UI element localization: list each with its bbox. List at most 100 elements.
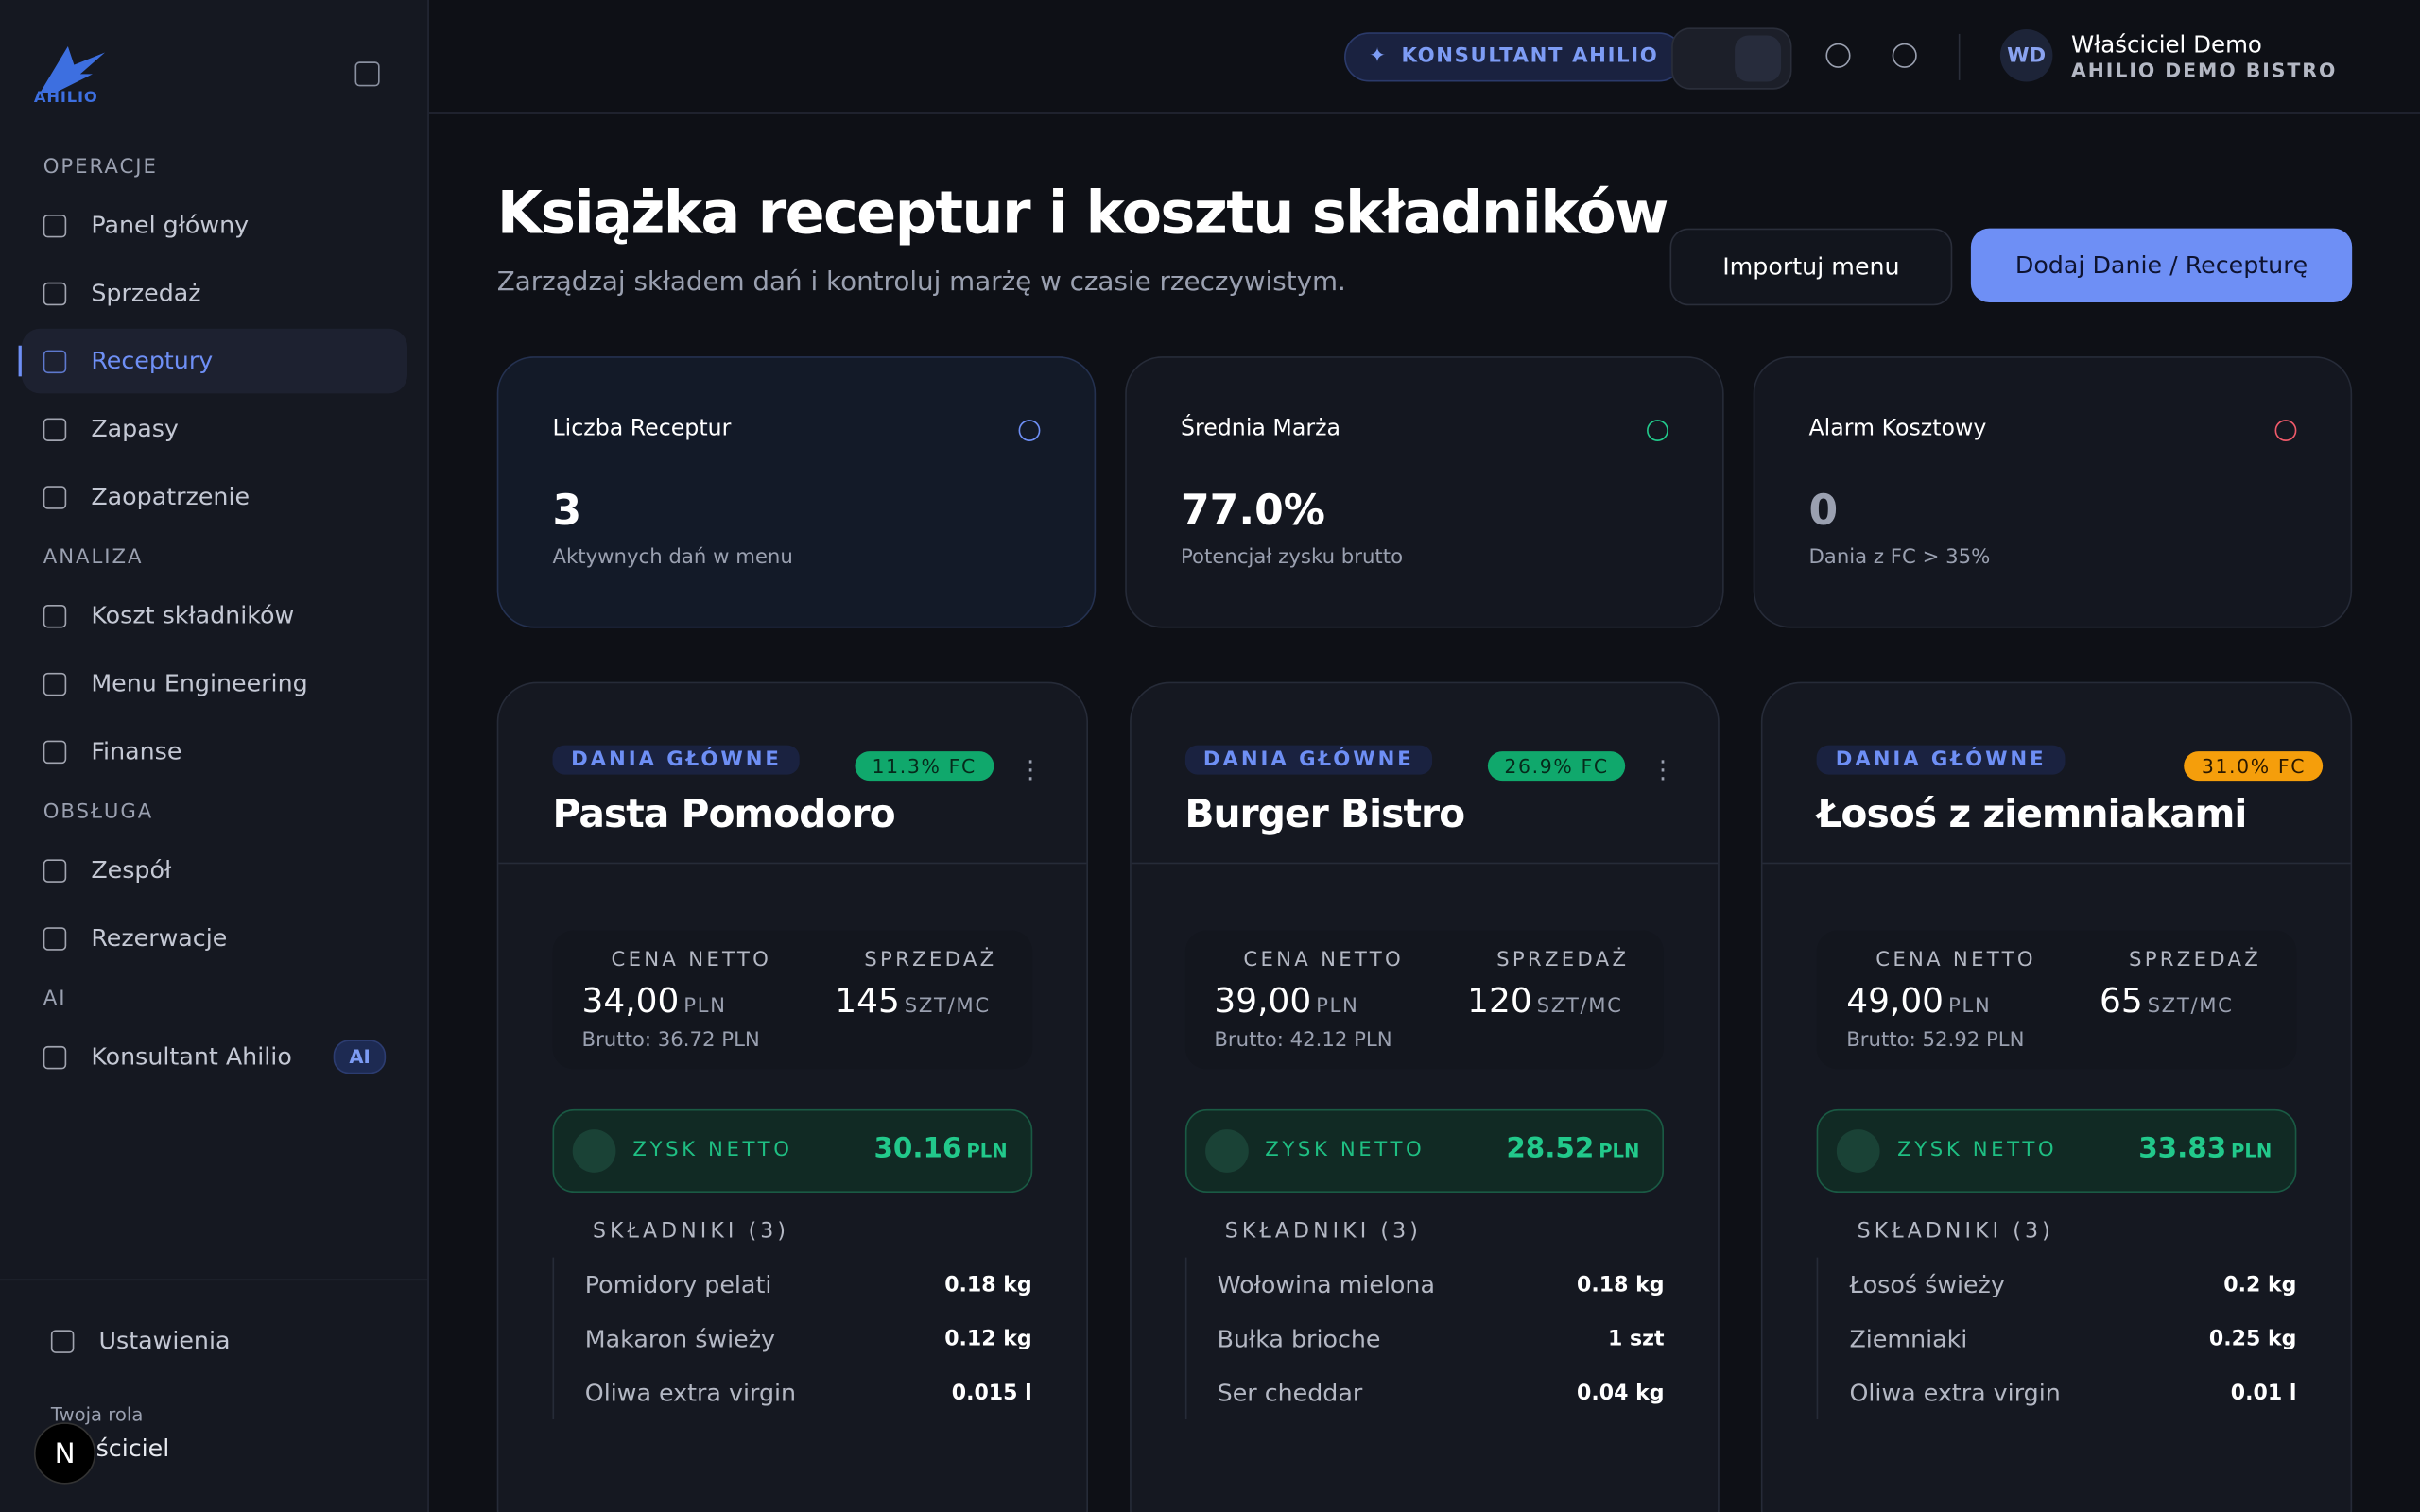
ing-label: SKŁADNIKI (3) — [1224, 1218, 1422, 1244]
nav-item[interactable]: Sprzedaż — [22, 261, 407, 326]
btn[interactable]: Dodaj Danie / Recepturę — [1970, 228, 2353, 302]
nav-item[interactable]: Rezerwacje — [22, 905, 407, 971]
price: 34,00 — [581, 982, 680, 1022]
ing: Ser cheddar 0.04 kg — [1186, 1366, 1665, 1419]
nav-icon — [43, 485, 67, 508]
profit: ZYSK NETTO 28.52 PLN — [1184, 1108, 1665, 1194]
currency: PLN — [1316, 995, 1359, 1019]
stat-label: Liczba Receptur — [552, 416, 732, 441]
ticon[interactable] — [1825, 43, 1851, 68]
nav-icon — [43, 1045, 67, 1069]
profit-label: ZYSK NETTO — [1265, 1138, 1426, 1162]
main-sub: Zarządzaj składem dań i kontroluj marżę … — [496, 266, 1346, 299]
theme[interactable] — [1671, 27, 1792, 90]
plabel: CENA NETTO — [611, 949, 772, 972]
nbadge[interactable]: N — [33, 1422, 96, 1485]
nav-icon — [43, 739, 67, 764]
sales: 65 — [2099, 982, 2143, 1022]
profit-val: 30.16 PLN — [873, 1132, 1007, 1164]
ings: Pomidory pelati 0.18 kg Makaron świeży 0.12… — [552, 1257, 1032, 1420]
stat-icon — [1018, 420, 1041, 441]
nav-label: Koszt składników — [91, 601, 295, 630]
ing-qty: 1 szt — [1608, 1326, 1665, 1351]
ing-name: Oliwa extra virgin — [1849, 1378, 2061, 1407]
nav-item[interactable]: Zespół — [22, 838, 407, 903]
ing-qty: 0.25 kg — [2208, 1326, 2297, 1351]
pval: 120 SZT/MC — [1467, 983, 1623, 1022]
stats: Liczba Receptur 3 Aktywnych dań w menu Śred… — [496, 356, 2353, 628]
stat: Liczba Receptur 3 Aktywnych dań w menu — [496, 356, 1097, 628]
dots[interactable]: ⋮ — [1018, 754, 1044, 784]
pval: 34,00 PLN — [582, 983, 727, 1022]
pval: 39,00 PLN — [1214, 983, 1358, 1022]
nav-label: Rezerwacje — [91, 923, 228, 953]
ing: Makaron świeży 0.12 kg — [554, 1312, 1032, 1366]
ing: Oliwa extra virgin 0.01 l — [1819, 1366, 2296, 1419]
consult[interactable]: KONSULTANT AHILIO — [1344, 32, 1684, 82]
currency: PLN — [1947, 995, 1992, 1019]
nav-item[interactable]: Finanse — [22, 719, 407, 784]
sales-unit: SZT/MC — [2147, 995, 2234, 1019]
profit-val: 33.83 PLN — [2138, 1132, 2272, 1164]
ticon[interactable] — [1892, 43, 1917, 68]
pval: 145 SZT/MC — [835, 983, 991, 1022]
nav-item[interactable]: Zaopatrzenie — [22, 464, 407, 529]
btn[interactable]: Importuj menu — [1669, 228, 1953, 306]
nav-item[interactable]: Menu Engineering — [22, 651, 407, 716]
price: 39,00 — [1214, 982, 1312, 1022]
gross: Brutto: 36.72 PLN — [581, 1028, 760, 1053]
nav-icon — [43, 417, 67, 441]
profit-icon — [1837, 1129, 1881, 1173]
topbar: KONSULTANT AHILIO WD Właściciel DemoAHILIO… — [428, 0, 2420, 114]
nav-item[interactable]: Konsultant Ahilio AI — [22, 1024, 407, 1090]
settings[interactable]: Ustawienia — [50, 1327, 231, 1355]
nav-item[interactable]: Zapasy — [22, 397, 407, 462]
plabel: SPRZEDAŻ — [1496, 949, 1630, 972]
cat: DANIA GŁÓWNE — [1184, 745, 1433, 775]
nav-item[interactable]: Receptury — [18, 328, 408, 394]
theme-light[interactable] — [1679, 36, 1725, 82]
stat: Alarm Kosztowy 0 Dania z FC > 35% — [1753, 356, 2353, 628]
section-title: OPERACJE — [43, 155, 158, 180]
plabel: CENA NETTO — [1876, 949, 2036, 972]
nav-icon — [43, 858, 67, 883]
cat: DANIA GŁÓWNE — [552, 745, 801, 775]
nav-label: Panel główny — [91, 211, 250, 240]
ai-badge: AI — [334, 1040, 387, 1074]
ing-name: Ser cheddar — [1217, 1378, 1363, 1407]
ing: Bułka brioche 1 szt — [1186, 1312, 1665, 1366]
settings-label: Ustawienia — [98, 1327, 231, 1355]
ing: Łosoś świeży 0.2 kg — [1819, 1258, 2296, 1312]
plabel: SPRZEDAŻ — [2128, 949, 2262, 972]
profit-unit: PLN — [1599, 1140, 1640, 1162]
rname: Burger Bistro — [1184, 791, 1465, 836]
profit: ZYSK NETTO 33.83 PLN — [1817, 1108, 2297, 1194]
ing-name: Wołowina mielona — [1217, 1270, 1435, 1298]
sales-unit: SZT/MC — [904, 995, 991, 1019]
recipes: DANIA GŁÓWNE 11.3% FC ⋮ Pasta Pomodoro CENA … — [496, 681, 2353, 1512]
sep — [1958, 33, 1961, 80]
pval: 65 SZT/MC — [2100, 983, 2234, 1022]
nav: OPERACJE Panel główny Sprzedaż Receptury Zap… — [18, 139, 408, 1092]
avatar[interactable]: WD — [1999, 29, 2053, 82]
nav-item[interactable]: Panel główny — [22, 193, 407, 258]
sidebar: AHILIO OPERACJE Panel główny Sprzedaż Recept… — [0, 0, 429, 1512]
theme-dark[interactable] — [1735, 35, 1782, 82]
stat: Średnia Marża 77.0% Potencjał zysku brutto — [1125, 356, 1724, 628]
dots[interactable]: ⋮ — [1650, 754, 1675, 784]
nav-label: Zapasy — [91, 415, 179, 443]
collapse[interactable] — [354, 61, 380, 87]
ing: Pomidory pelati 0.18 kg — [554, 1258, 1032, 1312]
main-title: Książka receptur i kosztu składników — [496, 179, 1669, 248]
profit-label: ZYSK NETTO — [1897, 1138, 2058, 1162]
nav-icon — [43, 604, 67, 627]
profit-amount: 33.83 — [2138, 1132, 2227, 1165]
logo — [34, 40, 108, 108]
profit-icon — [572, 1129, 616, 1173]
rhead: DANIA GŁÓWNE 11.3% FC ⋮ Pasta Pomodoro — [498, 683, 1086, 865]
recipe: DANIA GŁÓWNE 26.9% FC ⋮ Burger Bistro CENA N… — [1129, 681, 1720, 1512]
nav-icon — [43, 281, 67, 305]
stat-note: Potencjał zysku brutto — [1180, 545, 1404, 570]
nav-item[interactable]: Koszt składników — [22, 583, 407, 648]
